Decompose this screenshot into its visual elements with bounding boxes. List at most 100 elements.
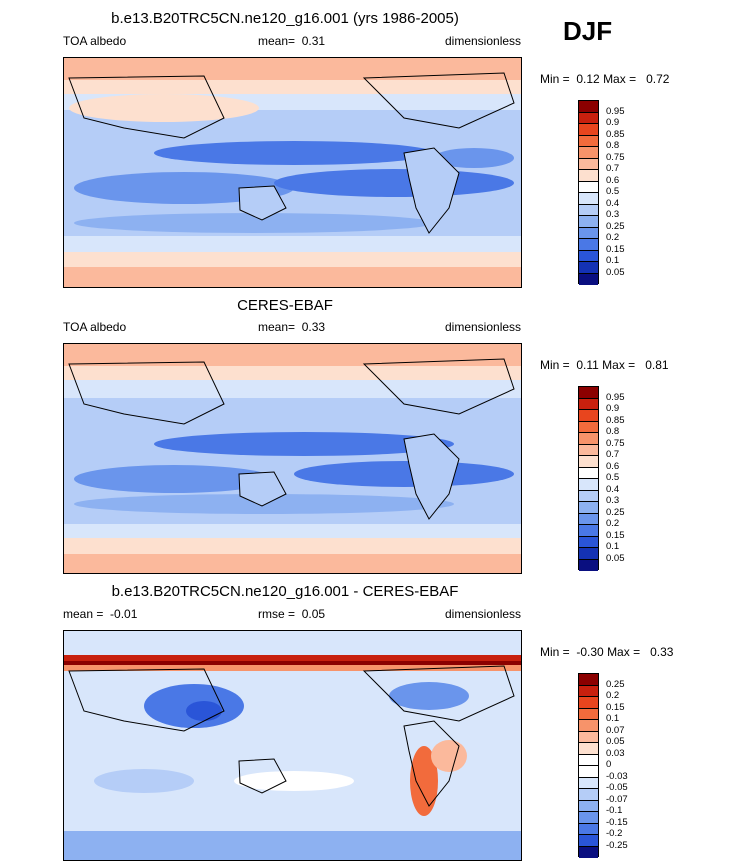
- colorbar-tick-label: 0.9: [606, 403, 620, 414]
- colorbar-tick-label: 0.5: [606, 472, 620, 483]
- colorbar-bin: [579, 789, 598, 801]
- colorbar-bin: [579, 387, 598, 399]
- colorbar-tick-label: 0.75: [606, 151, 625, 163]
- colorbar-tick-label: 0: [606, 759, 612, 770]
- units-label: dimensionless: [445, 320, 522, 334]
- colorbar-tick-label: 0.6: [606, 174, 620, 186]
- colorbar-tick-label: 0.2: [606, 690, 620, 701]
- colorbar-tick-label: 0.1: [606, 541, 620, 552]
- colorbar-tick-label: 0.05: [606, 736, 625, 747]
- colorbar-tick-label: 0.3: [606, 209, 620, 220]
- colorbar-bin: [579, 777, 598, 789]
- colorbar-tick-label: -0.07: [606, 793, 628, 805]
- map-plot: [63, 630, 522, 861]
- colorbar-tick-label: 0.8: [606, 426, 620, 437]
- colorbar-bins: [578, 386, 599, 571]
- colorbar-tick-label: -0.05: [606, 782, 628, 793]
- colorbar-bin: [579, 421, 598, 433]
- colorbar-bin: [579, 513, 598, 525]
- colorbar-bin: [579, 227, 598, 239]
- colorbar-bin: [579, 766, 598, 778]
- colorbar-tick-label: -0.1: [606, 805, 623, 816]
- colorbar-tick-label: 0.15: [606, 701, 625, 713]
- mean-label: mean= 0.31: [258, 34, 326, 48]
- colorbar-bin: [579, 262, 598, 274]
- colorbar-tick-label: 0.9: [606, 117, 620, 128]
- map-field: [64, 344, 521, 573]
- colorbar-tick-label: 0.5: [606, 186, 620, 197]
- colorbar-bin: [579, 548, 598, 560]
- mean-label: mean= 0.33: [258, 320, 326, 334]
- map-plot: [63, 343, 522, 574]
- colorbar-tick-label: 0.3: [606, 495, 620, 506]
- mean-value: -0.01: [110, 607, 138, 621]
- panel-title: b.e13.B20TRC5CN.ne120_g16.001 - CERES-EB…: [111, 583, 459, 600]
- colorbar-bin: [579, 823, 598, 835]
- colorbar-bin: [579, 559, 598, 571]
- colorbar-bin: [579, 216, 598, 228]
- colorbar-bins: [578, 100, 599, 285]
- colorbar-bin: [579, 674, 598, 686]
- units-label: dimensionless: [445, 34, 522, 48]
- colorbar-tick-label: 0.2: [606, 518, 620, 529]
- colorbar-bin: [579, 193, 598, 205]
- colorbar-bins: [578, 673, 599, 858]
- colorbar-tick-label: 0.4: [606, 197, 620, 209]
- colorbar-bin: [579, 181, 598, 193]
- colorbar-bin: [579, 112, 598, 124]
- colorbar-bin: [579, 170, 598, 182]
- min-max-readout: Min = 0.11 Max = 0.81: [540, 358, 669, 372]
- colorbar-tick-label: 0.15: [606, 529, 625, 541]
- colorbar-bin: [579, 158, 598, 170]
- mean-value: 0.31: [301, 34, 326, 48]
- variable-label: TOA albedo: [63, 320, 127, 334]
- colorbar-tick-label: 0.85: [606, 414, 625, 426]
- colorbar-bin: [579, 697, 598, 709]
- colorbar-bin: [579, 250, 598, 262]
- colorbar-tick-label: 0.03: [606, 747, 625, 759]
- mean-label: mean = -0.01: [63, 607, 138, 621]
- colorbar-bin: [579, 812, 598, 824]
- map-plot: [63, 57, 522, 288]
- colorbar-tick-label: 0.95: [606, 391, 625, 403]
- panel-title: b.e13.B20TRC5CN.ne120_g16.001 (yrs 1986-…: [111, 10, 459, 27]
- colorbar-tick-label: 0.15: [606, 243, 625, 255]
- colorbar-tick-label: 0.95: [606, 105, 625, 117]
- units-label: dimensionless: [445, 607, 522, 621]
- colorbar-bin: [579, 101, 598, 113]
- colorbar-tick-label: 0.7: [606, 449, 620, 460]
- map-field: [64, 631, 521, 860]
- colorbar-bin: [579, 525, 598, 537]
- colorbar-bin: [579, 835, 598, 847]
- colorbar-tick-label: 0.25: [606, 506, 625, 518]
- colorbar-bin: [579, 147, 598, 159]
- variable-label: TOA albedo: [63, 34, 127, 48]
- rmse-label: rmse = 0.05: [258, 607, 326, 621]
- mean-value: 0.33: [301, 320, 326, 334]
- colorbar-bin: [579, 490, 598, 502]
- colorbar-bin: [579, 731, 598, 743]
- colorbar-tick-label: 0.2: [606, 232, 620, 243]
- colorbar-bin: [579, 433, 598, 445]
- colorbar-bin: [579, 410, 598, 422]
- map-field: [64, 58, 521, 287]
- colorbar-tick-label: 0.4: [606, 483, 620, 495]
- colorbar-bin: [579, 479, 598, 491]
- colorbar-tick-label: -0.25: [606, 839, 628, 851]
- colorbar-bin: [579, 239, 598, 251]
- colorbar-bin: [579, 204, 598, 216]
- colorbar-tick-label: 0.7: [606, 163, 620, 174]
- colorbar-tick-label: 0.75: [606, 437, 625, 449]
- colorbar-tick-label: 0.05: [606, 552, 625, 564]
- colorbar-bin: [579, 536, 598, 548]
- colorbar-bin: [579, 685, 598, 697]
- colorbar-bin: [579, 467, 598, 479]
- colorbar-tick-label: -0.03: [606, 770, 628, 782]
- colorbar-tick-label: 0.07: [606, 724, 625, 736]
- colorbar-tick-label: 0.25: [606, 678, 625, 690]
- rmse-value: 0.05: [301, 607, 326, 621]
- season-label: DJF: [563, 16, 613, 46]
- colorbar-tick-label: 0.1: [606, 255, 620, 266]
- colorbar-tick-label: -0.2: [606, 828, 623, 839]
- colorbar-bin: [579, 708, 598, 720]
